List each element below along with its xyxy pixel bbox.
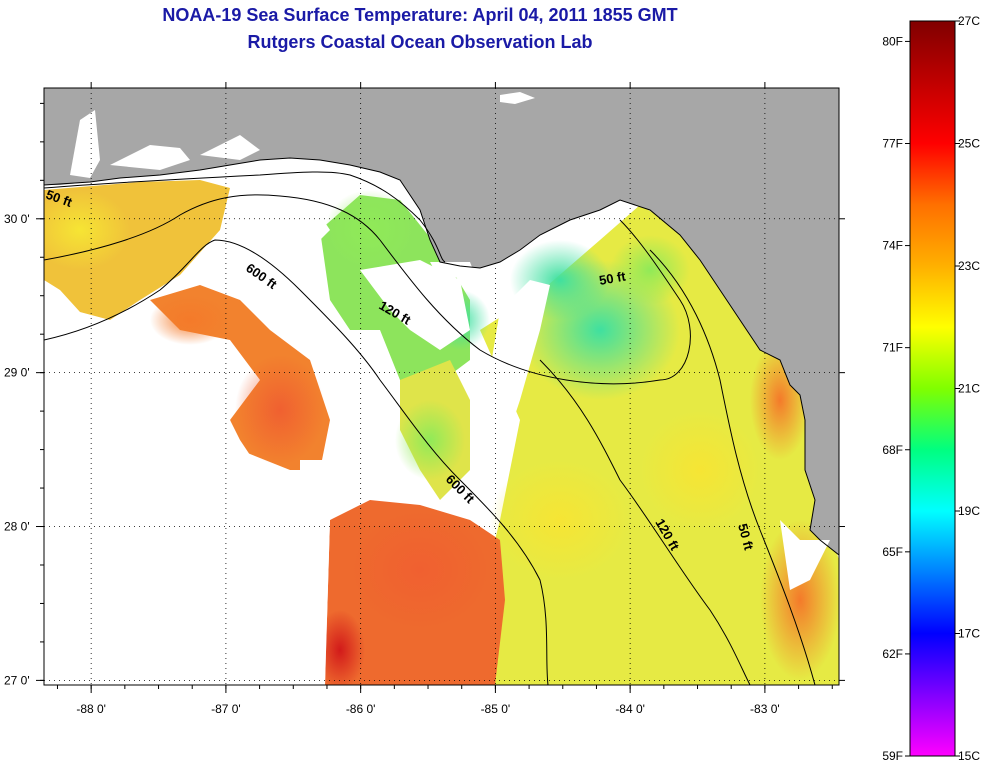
colorbar-ramp (909, 20, 956, 757)
axis-ticks: -88 0' -87 0' -86 0' -85 0' -84 0' -83 0' 27 0… (4, 82, 845, 716)
isobath-120ft-north (44, 194, 691, 385)
inland-water (70, 92, 830, 590)
celsius-label: 19C (958, 504, 980, 518)
isobath-label: 50 ft (735, 522, 757, 552)
colorbar-ticks: 27C 25C 23C 21C 19C 17C 15C 80F 77F 74F 71F 68F 65F 6… (882, 14, 980, 763)
fahrenheit-label: 62F (882, 647, 903, 661)
coastline (43, 157, 840, 556)
plot-frame (43, 87, 840, 686)
celsius-label: 21C (958, 382, 980, 396)
fahrenheit-label: 80F (882, 34, 903, 48)
lon-tick-label: -88 0' (76, 702, 106, 716)
lat-tick-label: 27 0' (4, 673, 30, 687)
fahrenheit-label: 77F (882, 137, 903, 151)
lon-tick-label: -86 0' (346, 702, 376, 716)
land-mass (44, 88, 839, 555)
fahrenheit-label: 65F (882, 545, 903, 559)
lon-tick-label: -84 0' (615, 702, 645, 716)
fahrenheit-label: 59F (882, 749, 903, 763)
fahrenheit-label: 74F (882, 239, 903, 253)
celsius-label: 23C (958, 259, 980, 273)
isobath-50ft-north (44, 171, 446, 263)
isobath-50ft-east (649, 249, 816, 685)
celsius-label: 27C (958, 14, 980, 28)
temperature-colorbar: 27C 25C 23C 21C 19C 17C 15C 80F 77F 74F 71F 68F 65F 6… (882, 14, 980, 763)
celsius-label: 25C (958, 137, 980, 151)
cloud-mask (44, 185, 550, 685)
celsius-label: 15C (958, 749, 980, 763)
isobath-lines (44, 171, 816, 685)
isobath-600ft-west (44, 239, 549, 685)
map-subtitle: Rutgers Coastal Ocean Observation Lab (247, 32, 593, 52)
celsius-label: 17C (958, 627, 980, 641)
lat-tick-label: 28 0' (4, 520, 30, 534)
map-title: NOAA-19 Sea Surface Temperature: April 0… (162, 5, 678, 25)
fahrenheit-label: 71F (882, 341, 903, 355)
lat-tick-label: 29 0' (4, 366, 30, 380)
isobath-120ft-east (539, 359, 751, 685)
lon-tick-label: -83 0' (750, 702, 780, 716)
lat-tick-label: 30 0' (4, 212, 30, 226)
fahrenheit-label: 68F (882, 443, 903, 457)
lon-tick-label: -87 0' (211, 702, 241, 716)
isobath-label: 50 ft (598, 268, 628, 288)
lon-tick-label: -85 0' (481, 702, 511, 716)
